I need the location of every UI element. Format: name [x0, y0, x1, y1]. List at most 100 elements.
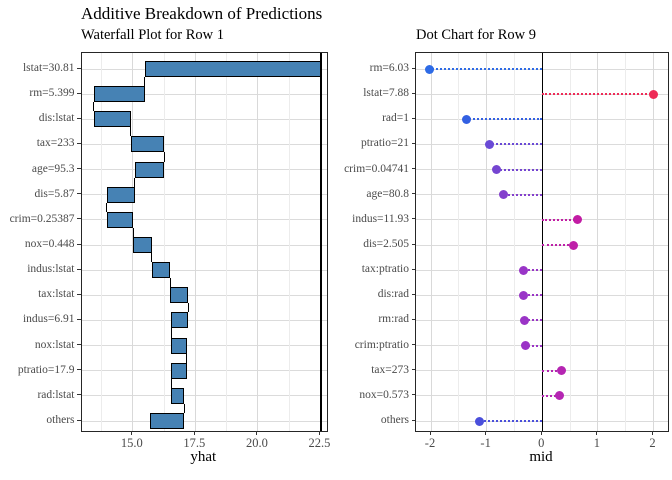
- waterfall-bar: [171, 312, 189, 329]
- waterfall-connector: [169, 278, 171, 288]
- waterfall-connector: [134, 177, 136, 187]
- y-tick-mark: [411, 92, 415, 94]
- dot-chart-panel: [415, 52, 669, 432]
- waterfall-bar: [144, 61, 322, 77]
- grid-line-horizontal: [81, 395, 327, 397]
- dot-marker: [573, 215, 583, 225]
- grid-line-minor: [101, 53, 103, 431]
- y-tick-mark: [411, 243, 415, 245]
- y-tick-mark: [411, 344, 415, 346]
- waterfall-bar: [171, 387, 185, 404]
- y-tick-mark: [77, 268, 81, 270]
- grid-line-horizontal: [81, 319, 327, 321]
- y-tick-label: indus=6.91: [22, 313, 75, 326]
- waterfall-bar: [130, 136, 165, 153]
- grid-line-major: [486, 53, 488, 431]
- y-tick-mark: [77, 193, 81, 195]
- dot-stem: [523, 269, 543, 272]
- x-tick-label: 20.0: [245, 436, 268, 450]
- grid-line-horizontal: [81, 420, 327, 422]
- waterfall-bar: [171, 337, 187, 354]
- dot-stem: [489, 143, 543, 146]
- x-tick-label: 17.5: [183, 436, 206, 450]
- x-tick-label: 15.0: [120, 436, 143, 450]
- waterfall-plot-panel: [80, 52, 328, 432]
- waterfall-connector: [106, 202, 108, 212]
- waterfall-bar: [171, 362, 187, 379]
- dot-marker: [461, 114, 471, 124]
- y-tick-mark: [411, 67, 415, 69]
- grid-line-horizontal: [81, 219, 327, 221]
- dot-stem: [542, 369, 562, 372]
- y-tick-mark: [77, 67, 81, 69]
- intercept-reference-line: [320, 53, 322, 431]
- waterfall-bar: [93, 86, 145, 103]
- grid-line-horizontal: [81, 194, 327, 196]
- y-tick-label: indus:lstat: [27, 263, 75, 276]
- grid-line-major: [653, 53, 655, 431]
- x-tick-label: 1: [593, 436, 601, 450]
- zero-reference-line: [541, 53, 544, 431]
- x-tick-label: -2: [424, 436, 436, 450]
- waterfall-connector: [163, 152, 165, 162]
- dot-stem: [496, 168, 543, 171]
- x-tick-label: 22.5: [308, 436, 331, 450]
- y-tick-label: rm=5.399: [29, 87, 75, 100]
- x-tick-label: 2: [649, 436, 656, 450]
- dot-marker: [519, 290, 529, 300]
- y-tick-mark: [77, 117, 81, 119]
- x-tick-mark: [131, 431, 133, 435]
- waterfall-bar: [170, 287, 189, 304]
- waterfall-connector: [151, 253, 153, 263]
- grid-line-horizontal: [81, 118, 327, 120]
- y-tick-mark: [77, 344, 81, 346]
- dot-stem: [542, 218, 578, 221]
- grid-line-major: [194, 53, 196, 431]
- y-tick-mark: [411, 218, 415, 220]
- y-tick-mark: [77, 168, 81, 170]
- y-tick-label: tax:lstat: [38, 288, 75, 301]
- waterfall-bar: [106, 211, 134, 228]
- y-tick-mark: [77, 318, 81, 320]
- y-tick-label: crim=0.04741: [344, 162, 409, 175]
- y-tick-label: nox:lstat: [34, 338, 75, 351]
- y-tick-label: nox=0.448: [24, 238, 75, 250]
- waterfall-bar: [106, 186, 135, 203]
- dot-stem: [524, 319, 543, 322]
- grid-line-horizontal: [81, 93, 327, 95]
- y-tick-label: rad=1: [382, 112, 409, 125]
- dot-marker: [568, 240, 578, 250]
- figure-title: Additive Breakdown of Predictions: [81, 4, 323, 23]
- y-tick-label: ptratio=21: [360, 137, 409, 150]
- x-tick-mark: [540, 431, 542, 435]
- y-tick-label: rad:lstat: [37, 388, 75, 401]
- y-tick-mark: [77, 369, 81, 371]
- grid-line-minor: [288, 53, 290, 431]
- dot-marker: [649, 89, 659, 99]
- y-tick-mark: [411, 369, 415, 371]
- y-tick-mark: [77, 419, 81, 421]
- dot-stem: [542, 394, 560, 397]
- grid-line-horizontal: [81, 370, 327, 372]
- y-tick-label: dis=2.505: [363, 238, 409, 250]
- waterfall-bar: [93, 111, 131, 128]
- x-tick-mark: [256, 431, 258, 435]
- dot-stem: [429, 68, 543, 70]
- waterfall-connector: [183, 403, 185, 413]
- x-axis-title-mid: mid: [529, 449, 553, 465]
- y-tick-mark: [77, 142, 81, 144]
- y-tick-mark: [411, 193, 415, 195]
- y-tick-label: others: [46, 414, 75, 426]
- y-tick-mark: [411, 117, 415, 119]
- y-tick-mark: [411, 394, 415, 396]
- grid-line-horizontal: [81, 345, 327, 347]
- grid-line-horizontal: [81, 294, 327, 296]
- waterfall-bar: [134, 161, 165, 178]
- y-tick-label: dis:rad: [377, 288, 409, 301]
- x-tick-mark: [652, 431, 654, 435]
- x-tick-mark: [596, 431, 598, 435]
- grid-line-minor: [458, 53, 460, 431]
- y-tick-label: tax:ptratio: [361, 263, 409, 276]
- y-tick-mark: [77, 394, 81, 396]
